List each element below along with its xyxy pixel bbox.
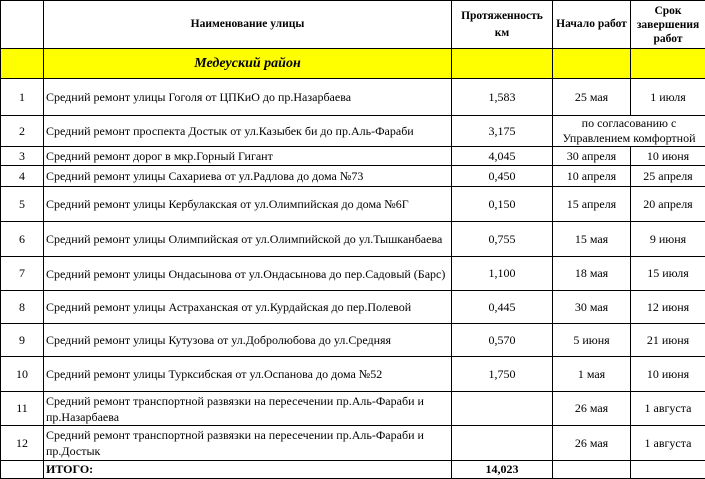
street-name: Средний ремонт улицы Ондасынова от ул.Он… — [44, 257, 452, 291]
start-date: 26 мая — [553, 426, 631, 461]
length-km: 0,570 — [452, 324, 553, 357]
end-date: 15 июля — [631, 257, 705, 291]
end-date: 10 июня — [631, 147, 705, 166]
row-number: 4 — [1, 166, 44, 187]
start-date: 10 апреля — [553, 166, 631, 187]
start-date: 15 мая — [553, 222, 631, 257]
street-name: Средний ремонт дорог в мкр.Горный Гигант — [44, 147, 452, 166]
street-name: Средний ремонт улицы Кербулакская от ул.… — [44, 187, 452, 222]
header-num — [1, 1, 44, 49]
length-km: 1,100 — [452, 257, 553, 291]
district-name: Медеуский район — [44, 49, 452, 79]
length-km: 0,755 — [452, 222, 553, 257]
start-date: 18 мая — [553, 257, 631, 291]
start-date: 26 мая — [553, 392, 631, 426]
street-name: Средний ремонт транспортной развязки на … — [44, 426, 452, 461]
start-date: 30 апреля — [553, 147, 631, 166]
header-end: Срок завершения работ — [631, 1, 705, 49]
start-date: 15 апреля — [553, 187, 631, 222]
header-row: Наименование улицы Протяженность км Нача… — [1, 1, 705, 49]
length-km: 1,750 — [452, 357, 553, 392]
start-date: 30 мая — [553, 291, 631, 324]
start-date: 5 июня — [553, 324, 631, 357]
row-number: 1 — [1, 79, 44, 116]
end-date: 1 августа — [631, 426, 705, 461]
length-km: 1,583 — [452, 79, 553, 116]
row-number: 9 — [1, 324, 44, 357]
street-name: Средний ремонт проспекта Достык от ул.Ка… — [44, 116, 452, 147]
street-name: Средний ремонт улицы Астраханская от ул.… — [44, 291, 452, 324]
dates-merged: по согласованию с Управлением комфортной — [553, 116, 705, 147]
length-km: 0,445 — [452, 291, 553, 324]
end-date: 12 июня — [631, 291, 705, 324]
row-number: 2 — [1, 116, 44, 147]
length-km: 0,450 — [452, 166, 553, 187]
row-number: 6 — [1, 222, 44, 257]
street-name: Средний ремонт улицы Гоголя от ЦПКиО до … — [44, 79, 452, 116]
street-name: Средний ремонт улицы Сахариева от ул.Рад… — [44, 166, 452, 187]
street-name: Средний ремонт улицы Турксибская от ул.О… — [44, 357, 452, 392]
row-number: 3 — [1, 147, 44, 166]
row-number: 7 — [1, 257, 44, 291]
end-date: 1 августа — [631, 392, 705, 426]
header-length: Протяженность км — [452, 1, 553, 49]
start-date: 25 мая — [553, 79, 631, 116]
start-date: 1 мая — [553, 357, 631, 392]
row-number: 8 — [1, 291, 44, 324]
end-date: 25 апреля — [631, 166, 705, 187]
length-km: 3,175 — [452, 116, 553, 147]
row-number: 5 — [1, 187, 44, 222]
header-street: Наименование улицы — [44, 1, 452, 49]
end-date: 9 июня — [631, 222, 705, 257]
street-name: Средний ремонт транспортной развязки на … — [44, 392, 452, 426]
end-date: 20 апреля — [631, 187, 705, 222]
length-km: 0,150 — [452, 187, 553, 222]
row-number: 11 — [1, 392, 44, 426]
length-km — [452, 426, 553, 461]
end-date: 21 июня — [631, 324, 705, 357]
end-date: 1 июля — [631, 79, 705, 116]
header-start: Начало работ — [553, 1, 631, 49]
length-km — [452, 392, 553, 426]
row-number: 12 — [1, 426, 44, 461]
end-date: 10 июня — [631, 357, 705, 392]
row-number: 10 — [1, 357, 44, 392]
street-name: Средний ремонт улицы Кутузова от ул.Добр… — [44, 324, 452, 357]
length-km: 4,045 — [452, 147, 553, 166]
district-row: Медеуский район — [1, 49, 705, 79]
street-name: Средний ремонт улицы Олимпийская от ул.О… — [44, 222, 452, 257]
